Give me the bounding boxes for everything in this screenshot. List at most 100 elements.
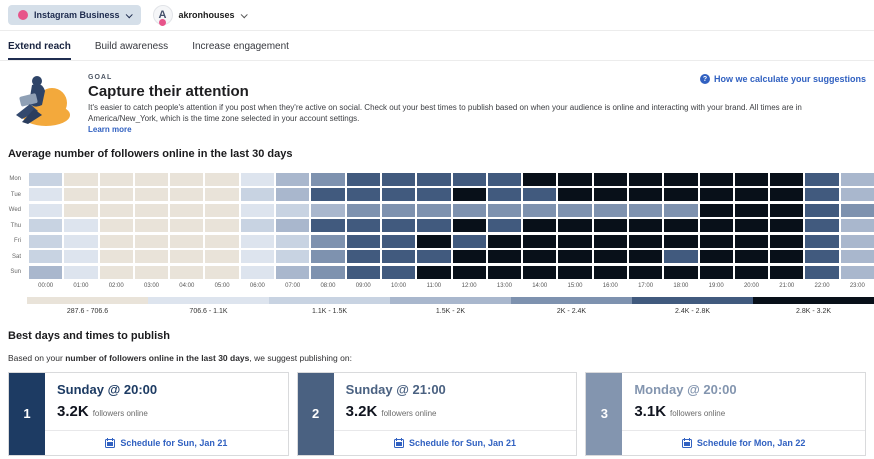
heatmap-cell bbox=[99, 250, 133, 264]
heatmap-cell bbox=[770, 172, 804, 186]
heatmap-cell bbox=[29, 188, 63, 202]
tab-build-awareness[interactable]: Build awareness bbox=[94, 41, 169, 52]
heatmap-hour-label: 21:00 bbox=[779, 282, 795, 289]
schedule-button[interactable]: Schedule for Sun, Jan 21 bbox=[333, 429, 577, 455]
account-selector[interactable]: A akronhouses bbox=[152, 5, 248, 26]
heatmap-cell bbox=[311, 219, 345, 233]
heatmap-cell bbox=[346, 188, 380, 202]
schedule-button-label: Schedule for Mon, Jan 22 bbox=[696, 437, 806, 448]
heatmap-cell bbox=[840, 219, 874, 233]
heatmap-cell bbox=[628, 172, 663, 186]
heatmap-cell bbox=[134, 250, 169, 264]
heatmap-cell bbox=[29, 265, 63, 279]
heatmap-cell bbox=[381, 188, 416, 202]
avatar-letter: A bbox=[158, 9, 167, 21]
legend-label: 287.6 - 706.6 bbox=[66, 307, 109, 315]
heatmap-cell bbox=[205, 234, 239, 248]
heatmap-cell bbox=[452, 203, 486, 217]
heatmap-cell bbox=[593, 234, 627, 248]
heatmap-hour-label: 18:00 bbox=[673, 282, 689, 289]
chevron-down-icon bbox=[125, 10, 133, 18]
channel-selector[interactable]: Instagram Business bbox=[8, 5, 141, 25]
rank-badge: 3 bbox=[586, 372, 623, 455]
heatmap-cell bbox=[276, 188, 310, 202]
legend-segment bbox=[269, 296, 390, 304]
rank-badge: 2 bbox=[297, 372, 334, 455]
followers-count-suffix: followers online bbox=[381, 408, 437, 418]
heatmap-cell bbox=[205, 203, 239, 217]
suggestion-card-2: 2 Sunday @ 21:00 3.2K followers online S… bbox=[296, 371, 578, 456]
heatmap-cell bbox=[840, 234, 874, 248]
heatmap-cell bbox=[593, 219, 627, 233]
heatmap-cell bbox=[770, 250, 804, 264]
heatmap-cell bbox=[805, 250, 839, 264]
schedule-button[interactable]: Schedule for Mon, Jan 22 bbox=[622, 429, 866, 455]
legend-label: 706.6 - 1.1K bbox=[189, 307, 228, 315]
legend-label: 1.5K - 2K bbox=[435, 307, 466, 315]
suggested-time: Sunday @ 20:00 bbox=[57, 381, 158, 397]
heatmap-cell bbox=[417, 250, 451, 264]
heatmap-cell bbox=[311, 188, 345, 202]
heatmap-cell bbox=[417, 219, 451, 233]
heatmap-legend: 287.6 - 706.6 706.6 - 1.1K 1.1K - 1.5K 1.5K… bbox=[27, 296, 874, 315]
heatmap-cell bbox=[558, 265, 592, 279]
heatmap-cell bbox=[170, 188, 204, 202]
suggested-time: Monday @ 20:00 bbox=[634, 381, 737, 397]
heatmap-cell bbox=[523, 250, 557, 264]
heatmap-cell bbox=[558, 250, 592, 264]
person-on-beanbag-illustration bbox=[16, 76, 70, 126]
heatmap-cell bbox=[205, 250, 239, 264]
heatmap-cell bbox=[29, 219, 63, 233]
heatmap-cell bbox=[840, 188, 874, 202]
heatmap-hour-label: 06:00 bbox=[249, 282, 265, 289]
heatmap-cell bbox=[134, 219, 169, 233]
heatmap-row: Tue bbox=[0, 188, 874, 202]
tab-increase-engagement[interactable]: Increase engagement bbox=[192, 41, 289, 52]
heatmap-cell bbox=[99, 234, 133, 248]
followers-count-suffix: followers online bbox=[670, 408, 726, 418]
heatmap-cell bbox=[664, 203, 698, 217]
goal-eyebrow: GOAL bbox=[88, 74, 113, 81]
heatmap-cell bbox=[487, 265, 522, 279]
tab-extend-reach[interactable]: Extend reach bbox=[8, 41, 71, 60]
heatmap-cell bbox=[699, 219, 733, 233]
heatmap-cell bbox=[523, 188, 557, 202]
heatmap-cell bbox=[805, 188, 839, 202]
heatmap-cell bbox=[381, 265, 416, 279]
legend-segment bbox=[390, 296, 511, 304]
heatmap-cell bbox=[770, 234, 804, 248]
question-mark-icon: ? bbox=[699, 74, 710, 84]
heatmap-cell bbox=[276, 234, 310, 248]
heatmap-cell bbox=[134, 188, 169, 202]
followers-count-suffix: followers online bbox=[92, 408, 148, 418]
heatmap-cell bbox=[205, 265, 239, 279]
heatmap-cell bbox=[628, 219, 663, 233]
heatmap-cell bbox=[311, 234, 345, 248]
followers-count: 3.2K bbox=[57, 402, 89, 420]
heatmap-cell bbox=[593, 172, 627, 186]
heatmap-cell bbox=[699, 203, 733, 217]
heatmap-cell bbox=[452, 188, 486, 202]
heatmap-cell bbox=[29, 250, 63, 264]
heatmap-cell bbox=[311, 265, 345, 279]
heatmap-hour-label: 11:00 bbox=[426, 282, 442, 289]
heatmap-cell bbox=[452, 265, 486, 279]
heatmap-cell bbox=[99, 265, 133, 279]
heatmap-hour-label: 05:00 bbox=[214, 282, 230, 289]
heatmap-cell bbox=[452, 172, 486, 186]
heatmap-cell bbox=[346, 172, 380, 186]
how-we-calculate-link[interactable]: ? How we calculate your suggestions bbox=[699, 74, 866, 84]
heatmap-day-label: Fri bbox=[14, 238, 21, 245]
heatmap-cell bbox=[664, 219, 698, 233]
heatmap-row: Mon bbox=[0, 172, 874, 186]
heatmap-cell bbox=[276, 172, 310, 186]
heatmap-cell bbox=[29, 203, 63, 217]
followers-count: 3.2K bbox=[345, 402, 378, 420]
chevron-down-icon bbox=[240, 10, 248, 18]
heatmap-cell bbox=[99, 188, 133, 202]
schedule-button[interactable]: Schedule for Sun, Jan 21 bbox=[45, 429, 288, 455]
learn-more-link[interactable]: Learn more bbox=[88, 124, 132, 134]
legend-segment bbox=[753, 296, 874, 304]
heatmap-cell bbox=[523, 219, 557, 233]
heatmap-cell bbox=[840, 265, 874, 279]
